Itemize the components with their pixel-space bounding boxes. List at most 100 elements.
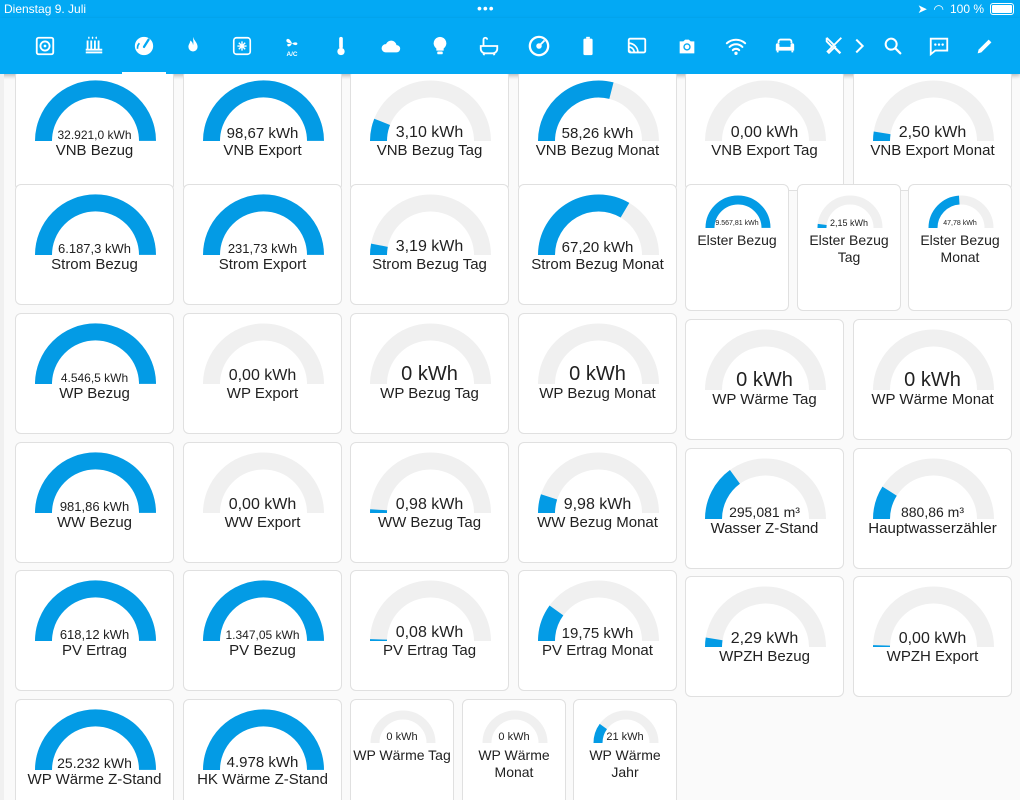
gauge-track: [203, 452, 324, 514]
tab-battery[interactable]: [568, 24, 608, 68]
gauge-card[interactable]: 0 kWh WP Wärme Monat: [853, 319, 1012, 440]
gauge-value: 295,081 m³: [729, 504, 800, 520]
gauge-card[interactable]: 3,19 kWh Strom Bezug Tag: [350, 184, 509, 305]
tab-air-conditioner[interactable]: A/C: [272, 24, 312, 68]
gauge-card[interactable]: 231,73 kWh Strom Export: [183, 184, 342, 305]
gauge-card[interactable]: 3,10 kWh VNB Bezug Tag: [350, 74, 509, 191]
gauge-value: 0 kWh: [569, 363, 626, 385]
gauge-card[interactable]: 0,00 kWh WPZH Export: [853, 576, 1012, 697]
gauge-dial: [370, 710, 436, 744]
gauge-name: WW Export: [224, 514, 301, 531]
tab-record-player[interactable]: [519, 24, 559, 68]
gauge-card[interactable]: 618,12 kWh PV Ertrag: [15, 570, 174, 691]
gauge-fill: [203, 80, 324, 142]
gauge-fill: [370, 243, 388, 256]
tab-cloud[interactable]: [371, 24, 411, 68]
gauge-fill: [873, 131, 891, 142]
gauge-dial: [203, 194, 324, 256]
tab-bathtub[interactable]: [469, 24, 509, 68]
gauge-card[interactable]: 9.567,81 kWh Elster Bezug: [685, 184, 789, 311]
gauge-card[interactable]: 4.546,5 kWh WP Bezug: [15, 313, 174, 434]
gauge-card[interactable]: 2,29 kWh WPZH Bezug: [685, 576, 844, 697]
gauge-card[interactable]: 0 kWh WP Wärme Tag: [685, 319, 844, 440]
gauge-name: PV Ertrag Monat: [542, 642, 653, 659]
gauge-card[interactable]: 98,67 kWh VNB Export: [183, 74, 342, 191]
gauge-name: WW Bezug Tag: [377, 514, 482, 531]
record-player-icon: [528, 35, 550, 57]
cloud-icon: [381, 40, 401, 53]
multitask-dots-icon[interactable]: •••: [477, 0, 495, 16]
toolbar: A/C: [0, 18, 1020, 74]
gauge-card[interactable]: 9,98 kWh WW Bezug Monat: [518, 442, 677, 563]
gauge-name: PV Ertrag Tag: [382, 642, 477, 659]
scroll-tabs-button[interactable]: [839, 24, 879, 68]
gauge-dial: [593, 710, 659, 744]
pencil-icon: [977, 39, 992, 54]
search-button[interactable]: [873, 24, 913, 68]
gauge-card[interactable]: 2,50 kWh VNB Export Monat: [853, 74, 1012, 191]
gauge-card[interactable]: 4.978 kWh HK Wärme Z-Stand: [183, 699, 342, 800]
gauge-name: WP Wärme Monat: [478, 747, 550, 780]
gauge-card[interactable]: 1.347,05 kWh PV Bezug: [183, 570, 342, 691]
gauge-card[interactable]: 19,75 kWh PV Ertrag Monat: [518, 570, 677, 691]
tab-sofa[interactable]: [765, 24, 805, 68]
gauge-card[interactable]: 2,15 kWh Elster Bezug Tag: [797, 184, 901, 311]
gauge-card[interactable]: 67,20 kWh Strom Bezug Monat: [518, 184, 677, 305]
tab-radiator[interactable]: [74, 24, 114, 68]
gauge-card[interactable]: 0,98 kWh WW Bezug Tag: [350, 442, 509, 563]
tab-hvac-unit[interactable]: [25, 24, 65, 68]
gauge-card[interactable]: 880,86 m³ Hauptwasserzähler: [853, 448, 1012, 569]
tab-silverware[interactable]: [814, 24, 854, 68]
gauge-fill: [593, 723, 608, 744]
gauge-card[interactable]: 295,081 m³ Wasser Z-Stand: [685, 448, 844, 569]
edit-dashboard-button[interactable]: [965, 24, 1005, 68]
gauge-value: 981,86 kWh: [59, 499, 130, 514]
tab-wifi[interactable]: [716, 24, 756, 68]
tab-gauge[interactable]: [122, 24, 166, 74]
gauge-dial: [873, 586, 994, 648]
gauge-card[interactable]: 0,00 kWh WP Export: [183, 313, 342, 434]
gauge-track: [370, 323, 491, 385]
gauge-card[interactable]: 32.921,0 kWh VNB Bezug: [15, 74, 174, 191]
gauge-card[interactable]: 0 kWh WP Wärme Monat: [462, 699, 566, 800]
gauge-card[interactable]: 0 kWh WP Wärme Tag: [350, 699, 454, 800]
gauge-card[interactable]: 25.232 kWh WP Wärme Z-Stand: [15, 699, 174, 800]
gauge-name: VNB Export Tag: [711, 142, 818, 159]
assist-button[interactable]: [919, 24, 959, 68]
gauge-card[interactable]: 6.187,3 kWh Strom Bezug: [15, 184, 174, 305]
gauge-dial: [538, 323, 659, 385]
gauge-track: [873, 586, 994, 648]
gauge-value: 6.187,3 kWh: [58, 241, 131, 256]
gauge-dial: [35, 80, 156, 142]
gauge-fill: [35, 580, 156, 642]
gauge-card[interactable]: 0 kWh WP Bezug Monat: [518, 313, 677, 434]
flame-icon: [188, 36, 198, 52]
gauge-name: PV Bezug: [229, 642, 296, 659]
gauge-card[interactable]: 0,00 kWh VNB Export Tag: [685, 74, 844, 191]
tab-flame[interactable]: [173, 24, 213, 68]
gauge-dial: [538, 452, 659, 514]
gauge-fill: [538, 80, 614, 142]
gauge-dial: [203, 80, 324, 142]
wifi-icon: [725, 38, 747, 55]
gauge-card[interactable]: 58,26 kWh VNB Bezug Monat: [518, 74, 677, 191]
gauge-name: WP Wärme Jahr: [589, 747, 661, 780]
gauge-card[interactable]: 0 kWh WP Bezug Tag: [350, 313, 509, 434]
gauge-track: [817, 195, 883, 229]
gauge-value: 98,67 kWh: [226, 125, 299, 142]
gauge-dial: [35, 323, 156, 385]
gauge-name: WP Wärme Z-Stand: [27, 771, 162, 788]
tab-camera[interactable]: [667, 24, 707, 68]
gauge-card[interactable]: 47,78 kWh Elster Bezug Monat: [908, 184, 1012, 311]
tab-cast[interactable]: [617, 24, 657, 68]
tab-lightbulb[interactable]: [420, 24, 460, 68]
camera-icon: [679, 39, 695, 54]
gauge-card[interactable]: 0,00 kWh WW Export: [183, 442, 342, 563]
gauge-card[interactable]: 0,08 kWh PV Ertrag Tag: [350, 570, 509, 691]
tab-heat-pump[interactable]: [222, 24, 262, 68]
gauge-value: 3,19 kWh: [395, 238, 464, 255]
gauge-card[interactable]: 981,86 kWh WW Bezug: [15, 442, 174, 563]
wifi-status-icon: ◠: [933, 2, 944, 16]
gauge-card[interactable]: 21 kWh WP Wärme Jahr: [573, 699, 677, 800]
tab-thermometer[interactable]: [321, 24, 361, 68]
